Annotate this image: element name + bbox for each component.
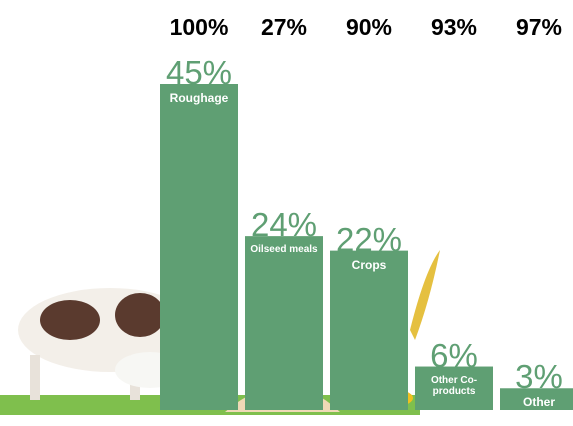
bar — [500, 388, 573, 410]
category-label: Crops — [351, 257, 387, 272]
value-label: 45% — [165, 54, 233, 91]
wheat — [410, 250, 440, 340]
category-label: Other — [522, 395, 555, 410]
bar — [415, 366, 493, 410]
bar — [330, 250, 408, 410]
bar — [160, 84, 238, 410]
top-label: 97% — [515, 14, 563, 40]
value-label: 3% — [515, 358, 563, 396]
value-label: 22% — [335, 220, 403, 258]
category-label: Oilseed meals — [250, 244, 318, 256]
top-label: 90% — [345, 14, 393, 40]
bar — [245, 236, 323, 410]
cow-patch — [40, 300, 100, 340]
top-label: 93% — [430, 14, 478, 40]
category-label: Roughage — [169, 91, 229, 105]
value-label: 6% — [430, 336, 478, 374]
cow-patch — [115, 293, 165, 337]
top-label: 27% — [260, 14, 308, 40]
value-label: 24% — [250, 206, 318, 244]
top-label: 100% — [169, 14, 229, 40]
cow-leg — [30, 355, 40, 400]
category-label: Other Co-products — [430, 374, 478, 398]
